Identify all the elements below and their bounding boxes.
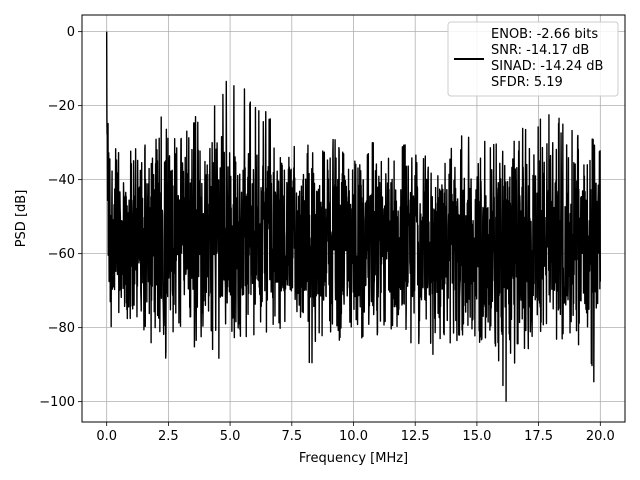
legend-sfdr: SFDR: 5.19	[491, 75, 563, 90]
psd-series-line	[105, 31, 602, 402]
psd-trace	[105, 31, 602, 402]
y-tick-label: −20	[48, 99, 75, 114]
axis-ticks: 0.0 2.5 5.0 7.5 10.0 12.5 15.0 17.5 20.0 0 −20 −40 −…	[39, 25, 615, 444]
x-tick-label: 5.0	[220, 429, 241, 444]
y-tick-label: 0	[67, 25, 75, 40]
x-tick-label: 10.0	[339, 429, 368, 444]
legend-snr: SNR: -14.17 dB	[491, 43, 589, 58]
y-tick-label: −80	[48, 321, 75, 336]
x-tick-label: 7.5	[281, 429, 302, 444]
x-axis-label: Frequency [MHz]	[299, 451, 408, 466]
x-tick-label: 0.0	[96, 429, 117, 444]
y-tick-label: −100	[39, 395, 75, 410]
y-tick-label: −40	[48, 173, 75, 188]
x-tick-label: 20.0	[586, 429, 615, 444]
legend-sinad: SINAD: -14.24 dB	[491, 59, 603, 74]
legend: ENOB: -2.66 bits SNR: -14.17 dB SINAD: -…	[447, 21, 619, 97]
x-tick-label: 17.5	[524, 429, 553, 444]
x-tick-label: 15.0	[462, 429, 491, 444]
x-tick-label: 2.5	[158, 429, 179, 444]
legend-box	[447, 21, 619, 97]
y-axis-label: PSD [dB]	[14, 190, 29, 248]
y-tick-label: −60	[48, 247, 75, 262]
legend-enob: ENOB: -2.66 bits	[491, 27, 598, 42]
x-tick-label: 12.5	[401, 429, 430, 444]
